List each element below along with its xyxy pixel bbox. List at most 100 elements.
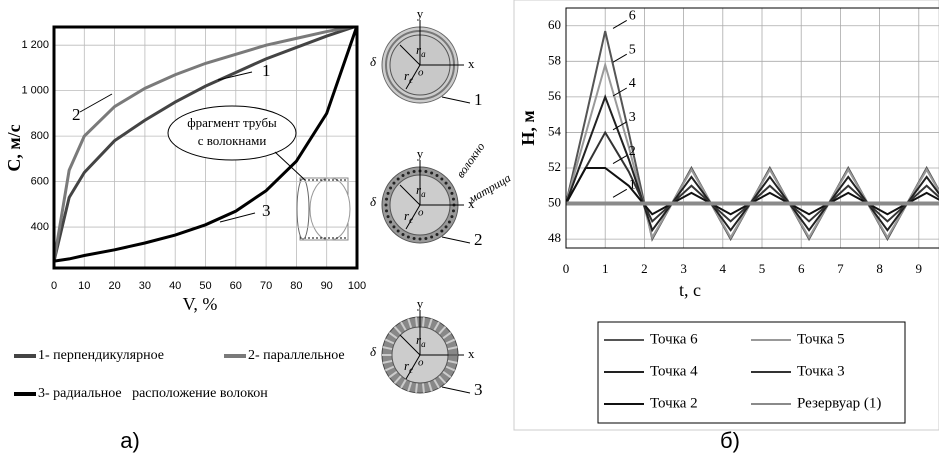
fiber-radial [447,359,458,364]
legend-label: 3- радиальное расположение волокон [38,386,268,401]
x-tick-label: 30 [139,280,151,292]
fiber-radial [415,382,419,393]
radius-symbol: r [416,332,422,347]
legend-label: Резервуар (1) [797,395,881,411]
fiber-dot [385,197,389,201]
axis-label: x [468,346,475,361]
axis-label: δ [370,54,377,69]
axis-label: δ [370,194,377,209]
diagram-number: 2 [474,230,483,249]
fiber-radial [388,331,398,340]
axis-label: y [417,296,424,311]
fiber-radial [445,338,456,345]
x-tick-label: 0 [51,280,57,292]
y-tick-label: 54 [548,123,562,138]
fiber-dot [440,177,444,181]
fiber-dot [450,215,454,219]
fiber-dot [430,235,434,239]
fiber-dot [385,209,389,213]
fiber-dot [392,225,396,229]
leader-line [612,53,628,63]
radius-label: rc [404,208,413,225]
fiber-dot [389,186,393,190]
radius [405,204,421,230]
number-leader [441,236,471,244]
fiber-dot [447,220,451,224]
fiber-radial [384,365,395,372]
series-line [566,61,939,240]
radius [405,64,421,90]
leader-line [217,71,253,81]
y-tick-label: 56 [548,88,562,103]
annotation-ellipse [167,105,297,161]
fiber-radial [382,359,393,364]
radius [399,184,421,206]
fiber-radial [447,346,458,351]
x-tick-label: 70 [260,280,272,292]
fiber-dot [386,215,390,219]
legend-label: Точка 2 [650,395,698,411]
legend-label: 1- перпендикулярное [38,348,164,363]
fiber-dot [406,171,410,175]
curve-tag: 5 [629,42,636,57]
radius-label: ra [416,332,426,349]
leader-line [219,212,256,223]
y-tick-label: 1 200 [21,39,49,51]
fiber-dot [435,174,439,178]
y-tick-label: 48 [548,230,561,245]
fiber-dot [451,197,455,201]
legend-label: Точка 4 [650,363,698,379]
x-tick-label: 8 [876,261,883,276]
fiber-dot [435,232,439,236]
fiber-dot [406,235,410,239]
fiber-dot [424,170,428,174]
fiber-dot [386,191,390,195]
curve-tag: 1 [262,61,271,80]
fiber-radial [382,346,393,351]
fiber-dot [418,237,422,241]
x-tick-label: 0 [563,261,570,276]
radius-symbol: r [404,208,410,223]
curve-tag: 2 [629,144,636,159]
legend-label: Точка 6 [650,331,698,347]
series-line [566,130,939,223]
plot-frame [52,25,359,270]
series-line [566,94,939,233]
origin-label: o [418,207,424,219]
x-tick-label: 3 [680,261,687,276]
curve-tag: 4 [629,76,636,91]
radius-label: ra [416,182,426,199]
radius [399,44,421,66]
y-tick-label: 52 [548,159,561,174]
fiber-dot [450,191,454,195]
radius-symbol: r [416,42,422,57]
panel-label: б) [720,428,740,453]
leader-line [612,87,628,97]
fiber-radial [427,318,433,329]
axis-label: δ [370,344,377,359]
radius-subscript: a [421,49,426,59]
fiber-radial [407,318,413,329]
legend-label: 2- параллельное [248,348,345,363]
axis-label: y [417,146,424,161]
curve-tag: 3 [629,110,636,125]
fiber-radial [393,375,403,384]
fiber-radial [433,321,440,332]
y-tick-label: 800 [31,130,49,142]
plot-frame [565,7,939,249]
x-tick-label: 1 [602,261,609,276]
fiber-dot [389,220,393,224]
y-axis-title: H, м [518,110,538,145]
axis-label: y [417,6,424,21]
fiber-dot [412,170,416,174]
radius-subscript: c [409,365,413,375]
matrix-label: матрица [465,171,513,207]
y-tick-label: 50 [548,195,561,210]
axis-label: x [468,56,475,71]
fiber-dot [430,171,434,175]
radius-symbol: r [416,182,422,197]
tube-sketch [296,177,351,241]
